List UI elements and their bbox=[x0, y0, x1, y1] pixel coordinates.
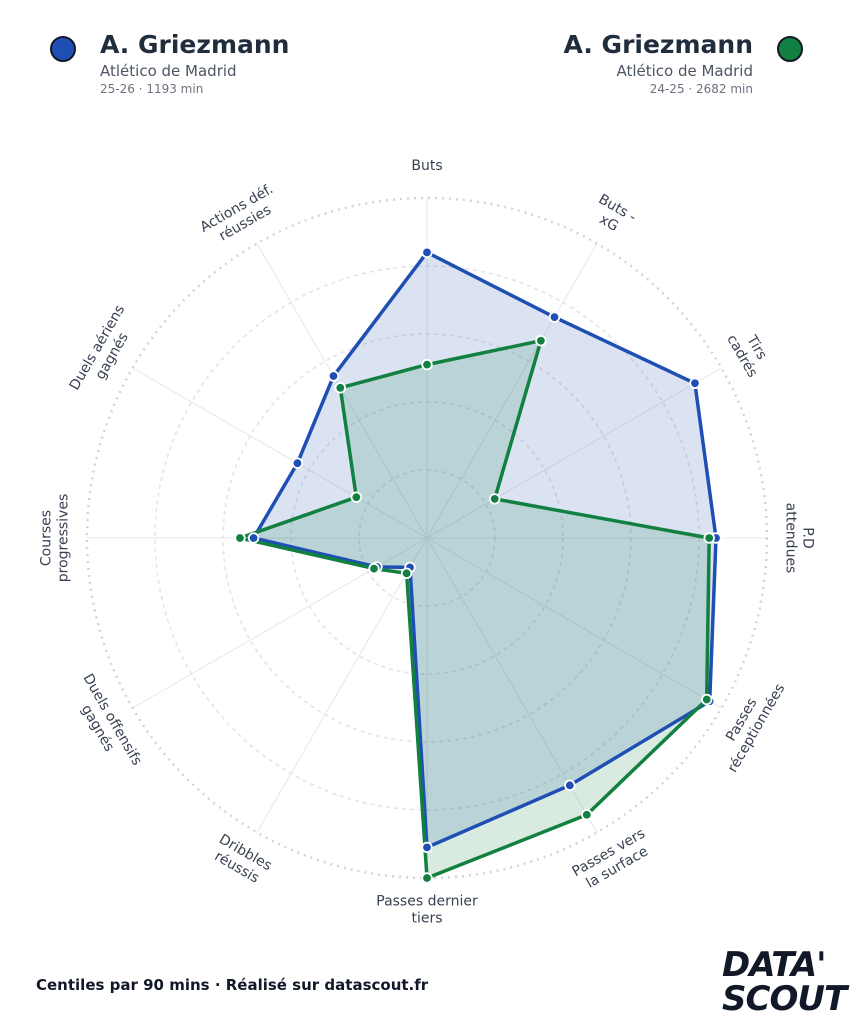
axis-label: Duels aériensgagnés bbox=[67, 302, 143, 401]
axis-label-line: progressives bbox=[56, 494, 72, 583]
series-area-2 bbox=[240, 340, 710, 878]
radar-ring bbox=[358, 469, 496, 607]
player-left-name: A. Griezmann bbox=[100, 30, 290, 59]
axis-label-line: P.D bbox=[800, 527, 816, 549]
series-2-point bbox=[703, 532, 715, 544]
series-1-point bbox=[247, 532, 260, 544]
series-2-point bbox=[234, 532, 246, 544]
series-2-point bbox=[421, 872, 433, 884]
player-right-club: Atlético de Madrid bbox=[616, 62, 753, 80]
series-1-point bbox=[291, 457, 304, 469]
series-2-point bbox=[421, 358, 433, 371]
series-1-point bbox=[421, 841, 433, 854]
series-2-point bbox=[350, 491, 363, 503]
axis-label-line: Passes dernier bbox=[376, 894, 478, 910]
axis-label: Passesréceptionnées bbox=[710, 673, 788, 776]
player-left-season: 25-26 · 1193 min bbox=[100, 82, 204, 96]
axis-label: Duels offensifsgagnés bbox=[65, 671, 145, 777]
axis-label: P.Dattendues bbox=[783, 503, 816, 574]
series-2-point bbox=[334, 382, 347, 394]
footer-note: Centiles par 90 mins · Réalisé sur datas… bbox=[36, 976, 429, 994]
series-2-point bbox=[535, 335, 547, 347]
axis-label: Actions déf.réussies bbox=[197, 181, 284, 250]
radar-ring bbox=[290, 401, 564, 675]
radar-ring bbox=[222, 333, 632, 743]
series-2-point bbox=[368, 562, 380, 575]
radar-spoke bbox=[426, 537, 722, 709]
axis-label: Tirscadrés bbox=[723, 324, 775, 381]
axis-label: Buts -xG bbox=[587, 191, 639, 240]
axis-label-line: Buts bbox=[411, 158, 442, 174]
series-1-point bbox=[564, 779, 576, 792]
series-2-point bbox=[581, 809, 593, 821]
axis-label-line: tiers bbox=[411, 911, 442, 927]
series-1-point bbox=[689, 377, 701, 390]
series-2-point bbox=[489, 493, 501, 505]
logo-line-1: DATA' bbox=[722, 945, 827, 985]
axis-label: Coursesprogressives bbox=[39, 494, 72, 583]
radar-ring bbox=[154, 265, 700, 811]
logo-line-2: SCOUT bbox=[722, 979, 847, 1019]
radar-spoke bbox=[132, 367, 428, 539]
axis-label: Buts bbox=[411, 158, 442, 174]
player-right-season: 24-25 · 2682 min bbox=[649, 82, 753, 96]
series-1-point bbox=[548, 311, 561, 323]
radar-spoke bbox=[426, 367, 722, 539]
axis-label-line: Courses bbox=[39, 510, 55, 566]
series-2-point bbox=[400, 567, 413, 580]
series-2-point bbox=[701, 693, 713, 706]
axis-label: Passes dernier tiers bbox=[376, 894, 478, 927]
player-right-name: A. Griezmann bbox=[563, 30, 753, 59]
series-1-point bbox=[327, 370, 340, 382]
series-1-point bbox=[421, 246, 433, 259]
player-left-color-dot bbox=[50, 36, 76, 62]
axis-label: Passes versla surface bbox=[570, 826, 657, 895]
axis-label: Dribblesréussis bbox=[208, 831, 275, 889]
player-right-color-dot bbox=[777, 36, 803, 62]
axis-label-line: attendues bbox=[783, 503, 799, 574]
radar-spoke bbox=[256, 537, 428, 833]
radar-spoke bbox=[426, 243, 598, 539]
series-area-1 bbox=[253, 252, 716, 848]
datascout-logo: DATA' SCOUT bbox=[722, 945, 847, 1019]
player-left-club: Atlético de Madrid bbox=[100, 62, 237, 80]
